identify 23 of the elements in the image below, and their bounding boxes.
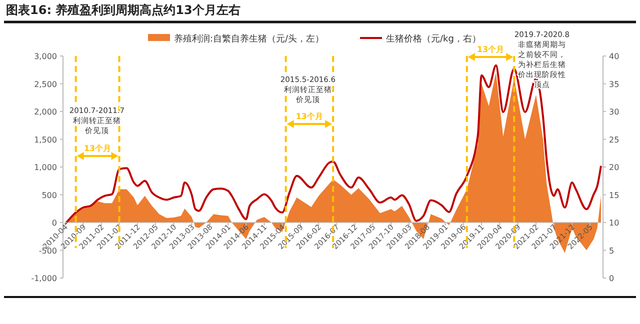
y2-tick-label: 15	[609, 190, 620, 200]
annotation: 13个月	[84, 144, 112, 153]
y2-tick-label: 30	[609, 108, 620, 116]
y-tick-label: 1,000	[34, 163, 57, 172]
y-tick-label: 500	[42, 190, 57, 200]
legend-label: 养殖利润:自繁自养生猪（元/头，左）	[174, 34, 324, 44]
annotation: 13个月	[296, 112, 324, 121]
legend-label: 生猪价格（元/kg，右）	[386, 34, 481, 44]
y2-tick-label: 40	[609, 52, 620, 61]
y-tick-label: 2,500	[34, 80, 57, 89]
y-tick-label: 1,500	[34, 135, 57, 144]
chart-title: 图表16: 养殖盈利到周期高点约13个月左右	[6, 3, 240, 17]
y2-tick-label: 0	[609, 274, 614, 283]
y-tick-label: -1,000	[31, 274, 57, 283]
y2-tick-label: 5	[609, 246, 614, 256]
y2-tick-label: 35	[609, 80, 620, 89]
y-tick-label: 3,000	[34, 52, 57, 61]
text: 13个月	[476, 45, 504, 54]
y2-tick-label: 25	[609, 135, 620, 144]
y-tick-label: 2,000	[34, 108, 57, 116]
y2-tick-label: 10	[609, 218, 620, 228]
y-tick-label: 0	[52, 218, 57, 228]
y2-tick-label: 20	[609, 163, 620, 172]
